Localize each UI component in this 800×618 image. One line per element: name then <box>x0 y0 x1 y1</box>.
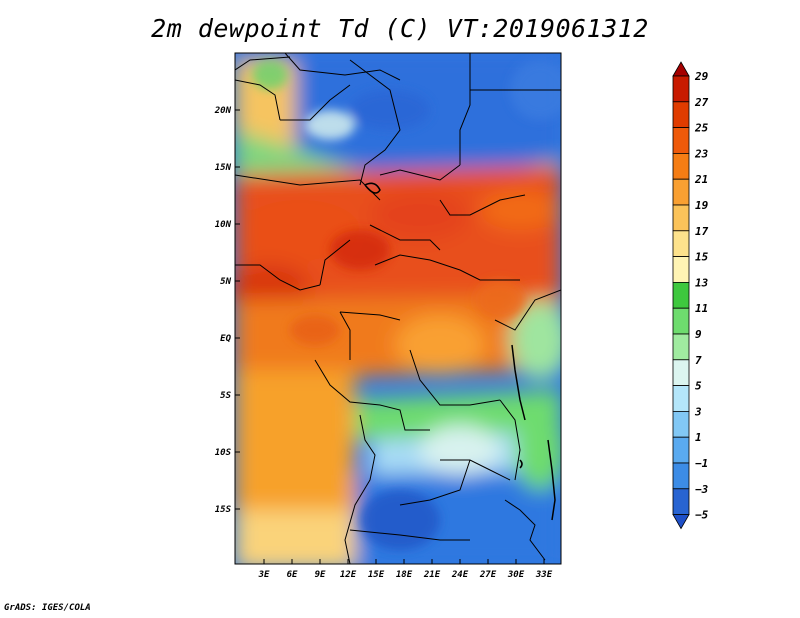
lat-label: 5N <box>220 277 231 287</box>
colorbar-label: 9 <box>695 328 702 341</box>
lat-label: 20N <box>214 106 232 116</box>
colorbar-label: 11 <box>695 302 708 315</box>
colorbar-label: 15 <box>695 251 709 264</box>
colorbar-swatch <box>672 256 690 283</box>
colorbar-swatch <box>672 462 690 490</box>
colorbar-label: −3 <box>695 483 709 496</box>
colorbar-label: 3 <box>694 405 702 418</box>
colorbar-swatch <box>672 410 690 438</box>
lon-label: 6E <box>287 570 298 580</box>
colorbar-swatch <box>672 307 690 335</box>
latitude-labels: 20N 15N 10N 5N EQ 5S 10S 15S <box>214 106 232 515</box>
colorbar-label: −1 <box>695 457 708 470</box>
colorbar-label: 7 <box>695 354 702 367</box>
lat-label: 10S <box>215 448 232 458</box>
lat-label: 15N <box>215 163 232 173</box>
colorbar-swatch <box>672 333 690 361</box>
colorbar-label: 13 <box>695 276 709 289</box>
colorbar-swatch <box>672 178 690 206</box>
colorbar-swatch <box>672 101 690 129</box>
map-title: 2m dewpoint Td (C) VT:2019061312 <box>151 14 649 43</box>
colorbar-swatch <box>672 359 690 386</box>
colorbar-label: −5 <box>695 509 709 522</box>
longitude-labels: 3E 6E 9E 12E 15E 18E 21E 24E 27E 30E 33E <box>258 570 553 580</box>
lon-label: 21E <box>423 570 441 580</box>
colorbar: 29 27 25 23 21 19 17 15 13 11 9 7 5 3 1 −1 −3 −5 <box>672 61 709 530</box>
colorbar-label: 21 <box>694 173 708 186</box>
colorbar-bottom-arrow <box>672 514 690 530</box>
colorbar-swatch <box>672 385 690 412</box>
lon-label: 9E <box>315 570 326 580</box>
colorbar-swatch <box>672 152 690 180</box>
lon-label: 27E <box>479 570 497 580</box>
colorbar-swatch <box>672 488 690 515</box>
footer-credit: GrADS: IGES/COLA <box>4 603 91 613</box>
colorbar-label: 23 <box>694 147 709 160</box>
lat-label: EQ <box>220 334 231 344</box>
lon-label: 30E <box>507 570 525 580</box>
colorbar-label: 5 <box>695 380 702 393</box>
colorbar-swatch <box>672 127 690 154</box>
colorbar-label: 27 <box>694 96 709 109</box>
lat-label: 15S <box>215 505 232 515</box>
colorbar-top-arrow <box>672 61 690 77</box>
lat-label: 5S <box>220 391 231 401</box>
colorbar-label: 1 <box>695 431 702 444</box>
colorbar-swatch <box>672 75 690 103</box>
colorbar-swatch <box>672 281 690 309</box>
lat-label: 10N <box>215 220 232 230</box>
colorbar-swatch <box>672 204 690 232</box>
map-frame <box>234 52 562 565</box>
lon-label: 12E <box>340 570 357 580</box>
colorbar-label: 17 <box>695 225 709 238</box>
lon-label: 15E <box>368 570 385 580</box>
colorbar-label: 25 <box>694 122 709 135</box>
colorbar-label: 19 <box>695 199 709 212</box>
lon-label: 33E <box>535 570 553 580</box>
lon-label: 18E <box>396 570 413 580</box>
dewpoint-field <box>235 53 561 564</box>
lon-label: 24E <box>451 570 469 580</box>
colorbar-swatch <box>672 230 690 258</box>
colorbar-swatch <box>672 436 690 464</box>
lon-label: 3E <box>258 570 270 580</box>
colorbar-label: 29 <box>694 70 709 83</box>
